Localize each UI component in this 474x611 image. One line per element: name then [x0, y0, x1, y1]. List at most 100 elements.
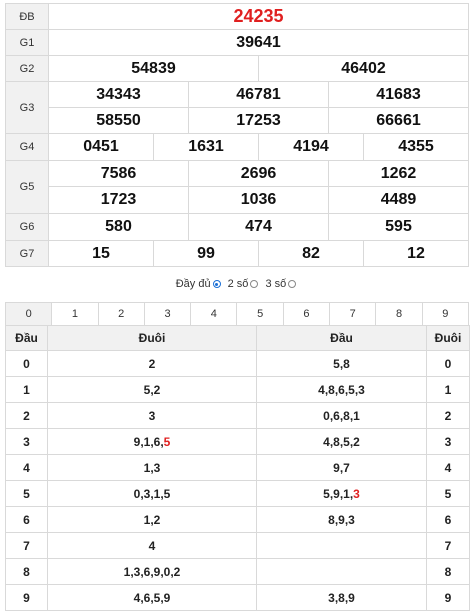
tail-digit: 4 — [426, 454, 470, 481]
head-list: 9,7 — [256, 454, 427, 481]
prize-number: 41683 — [328, 81, 469, 108]
prize-label: G4 — [5, 133, 49, 161]
head-list: 3,8,9 — [256, 584, 427, 611]
digit-filter-7[interactable]: 7 — [329, 302, 377, 326]
option-full[interactable]: Đầy đủ — [176, 278, 223, 290]
prize-row-g5: G5 7586 2696 1262 — [5, 160, 469, 214]
tail-digit: 7 — [426, 532, 470, 559]
prize-number: 99 — [153, 240, 259, 267]
loto-row: 0 2 5,8 0 — [5, 350, 470, 377]
tail-list: 0,3,1,5 — [47, 480, 257, 507]
prize-number: 1262 — [328, 160, 469, 187]
digit-filter-2[interactable]: 2 — [97, 302, 145, 326]
prize-number: 46781 — [188, 81, 329, 108]
digit-filter-9[interactable]: 9 — [421, 302, 470, 326]
head-list — [256, 532, 427, 559]
head-digit: 8 — [5, 558, 48, 585]
prize-row-g3b: 58550 17253 66661 — [6, 107, 469, 134]
prize-label: G2 — [5, 55, 49, 82]
digit-filter-5[interactable]: 5 — [236, 302, 284, 326]
prize-number: 1631 — [153, 133, 259, 161]
radio-3-digits[interactable] — [250, 280, 259, 288]
loto-header-row: Đầu Đuôi Đầu Đuôi — [5, 325, 470, 351]
tail-list-text: 9,1,6, — [133, 434, 164, 449]
head-digit: 1 — [5, 376, 48, 403]
tail-list: 4,6,5,9 — [47, 584, 257, 611]
head-digit: 9 — [5, 584, 48, 611]
loto-row: 2 3 0,6,8,1 2 — [5, 402, 470, 429]
tail-digit: 8 — [426, 558, 470, 585]
head-digit: 4 — [5, 454, 48, 481]
prize-label: G3 — [5, 81, 49, 134]
prize-row-g7: G7 15 99 82 12 — [5, 240, 469, 267]
tail-digit: 9 — [426, 584, 470, 611]
loto-row: 1 5,2 4,8,6,5,3 1 — [5, 376, 470, 403]
digit-filter-8[interactable]: 8 — [375, 302, 423, 326]
tail-list: 1,3,6,9,0,2 — [47, 558, 257, 585]
prize-row-g4: G4 0451 1631 4194 4355 — [5, 133, 469, 161]
head-list-text: 5,9,1, — [323, 486, 354, 501]
head-digit: 5 — [5, 480, 48, 507]
tail-list: 1,2 — [47, 506, 257, 533]
digit-filter-6[interactable]: 6 — [282, 302, 331, 326]
display-options: Đầy đủ 2 số 3 số — [0, 278, 474, 290]
prize-number: 39641 — [48, 29, 469, 56]
digit-filter-0[interactable]: 0 — [4, 302, 53, 326]
head-list: 4,8,5,2 — [256, 428, 427, 455]
option-3-digits-label: 3 số — [265, 278, 287, 290]
loto-row: 9 4,6,5,9 3,8,9 9 — [5, 584, 470, 611]
prize-row-g6: G6 580 474 595 — [5, 213, 469, 241]
prize-number: 474 — [188, 213, 329, 241]
digit-filter-4[interactable]: 4 — [190, 302, 238, 326]
prize-number: 58550 — [48, 107, 189, 134]
header-head: Đầu — [5, 325, 48, 351]
prize-number: 34343 — [48, 81, 189, 108]
prize-number: 4489 — [328, 186, 469, 214]
header-tail: Đuôi — [426, 325, 470, 351]
tail-digit: 5 — [426, 480, 470, 507]
prize-row-g2: G2 54839 46402 — [5, 55, 469, 82]
option-3-digits[interactable]: 3 số — [265, 278, 298, 290]
head-digit: 6 — [5, 506, 48, 533]
prize-number: 0451 — [48, 133, 154, 161]
head-list: 5,9,1,3 — [256, 480, 427, 507]
loto-row: 4 1,3 9,7 4 — [5, 454, 470, 481]
prize-row-g3: G3 34343 46781 41683 — [5, 81, 469, 134]
tail-list: 3 — [47, 402, 257, 429]
tail-list: 9,1,6,5 — [47, 428, 257, 455]
option-full-label: Đầy đủ — [175, 278, 211, 290]
tail-digit: 6 — [426, 506, 470, 533]
option-2-digits[interactable]: 2 số — [228, 278, 261, 290]
prize-label: G7 — [5, 240, 49, 267]
prize-number: 580 — [48, 213, 189, 241]
digit-filter-1[interactable]: 1 — [51, 302, 99, 326]
head-list: 5,8 — [256, 350, 427, 377]
option-2-digits-label: 2 số — [227, 278, 249, 290]
prize-label: G6 — [5, 213, 49, 241]
prize-number: 4194 — [258, 133, 364, 161]
tail-digit: 1 — [426, 376, 470, 403]
digit-filter-3[interactable]: 3 — [143, 302, 192, 326]
radio-full[interactable] — [288, 280, 297, 288]
prize-row-db: ĐB 24235 — [5, 3, 469, 30]
prize-label: ĐB — [5, 3, 49, 30]
loto-row: 3 9,1,6,5 4,8,5,2 3 — [5, 428, 470, 455]
head-digit: 0 — [5, 350, 48, 377]
radio-2-digits[interactable] — [212, 280, 221, 288]
results-table: ĐB 24235 G1 39641 G2 54839 46402 G3 3434… — [5, 3, 469, 267]
prize-label: G5 — [5, 160, 49, 214]
tail-list: 1,3 — [47, 454, 257, 481]
tail-digit: 3 — [426, 428, 470, 455]
tail-list: 2 — [47, 350, 257, 377]
prize-label: G1 — [5, 29, 49, 56]
prize-number: 12 — [363, 240, 469, 267]
prize-number: 7586 — [48, 160, 189, 187]
prize-number: 66661 — [328, 107, 469, 134]
prize-number: 1036 — [188, 186, 329, 214]
tail-digit: 0 — [426, 350, 470, 377]
head-digit: 7 — [5, 532, 48, 559]
special-head: 3 — [353, 486, 360, 501]
prize-number: 4355 — [363, 133, 469, 161]
tail-list: 4 — [47, 532, 257, 559]
header-tails: Đuôi — [47, 325, 257, 351]
